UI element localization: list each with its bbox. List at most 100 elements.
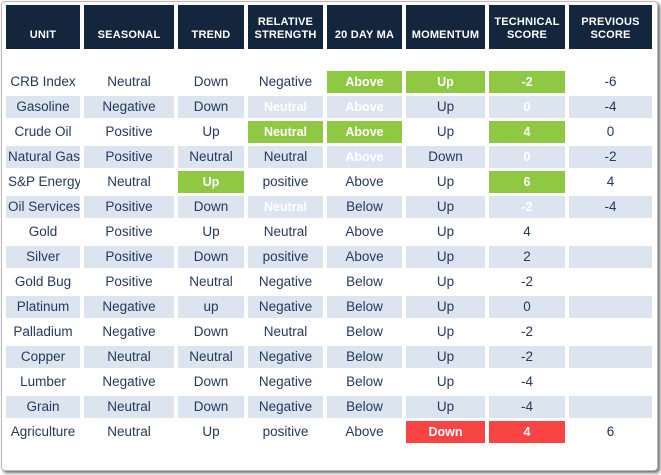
table-cell-momentum: Up	[406, 396, 485, 418]
table-cell-seasonal: Negative	[102, 324, 156, 339]
table-cell-seasonal: Negative	[84, 96, 174, 118]
table-row-crude-oil: Crude Oil Positive Up Neutral Above Up 4 0	[6, 121, 652, 143]
table-cell-momentum: Up	[406, 71, 485, 93]
table-cell-relative-strength: Negative	[258, 274, 313, 289]
table-cell-20-day-ma: Below	[346, 374, 383, 389]
unit-cell: Gold	[28, 224, 58, 239]
table-cell-technical-score: 4	[523, 224, 531, 239]
table-cell-relative-strength: Negative	[248, 296, 323, 318]
table-cell-seasonal: Neutral	[84, 346, 174, 368]
table-cell-20-day-ma: Below	[346, 324, 383, 339]
table-cell-20-day-ma: Below	[346, 274, 383, 289]
spacer-cell	[489, 52, 565, 68]
table-row-platinum: Platinum Negative up Negative Below Up 0	[6, 296, 652, 318]
table-cell-momentum: Up	[436, 124, 455, 139]
table-cell-seasonal: Neutral	[107, 424, 151, 439]
table-cell-previous-score: 4	[606, 174, 615, 189]
table-cell-relative-strength: Neutral	[263, 224, 308, 239]
table-row-gold: Gold Positive Up Neutral Above Up 4	[6, 221, 652, 243]
header-cell-momentum: MOMENTUM	[406, 5, 485, 49]
unit-cell: Copper	[6, 346, 80, 368]
table-cell-technical-score: -4	[520, 374, 533, 389]
table-cell-seasonal: Negative	[102, 374, 156, 389]
table-row-silver: Silver Positive Down positive Above Up 2	[6, 246, 652, 268]
unit-cell: S&P Energy	[8, 174, 80, 189]
table-cell-momentum: Down	[406, 146, 485, 168]
table-cell-20-day-ma: Above	[345, 224, 384, 239]
table-row-oil-services: Oil Services Positive Down Neutral Below Up -2…	[6, 196, 652, 218]
table-row-natural-gas: Natural Gas Positive Neutral Neutral Above Do…	[6, 146, 652, 168]
table-cell-previous-score	[569, 371, 652, 393]
table-cell-trend: Down	[178, 246, 244, 268]
table-cell-previous-score	[569, 321, 652, 343]
spacer-cell	[406, 52, 485, 68]
table-cell-technical-score: -4	[489, 396, 565, 418]
table-cell-momentum: Down	[406, 421, 485, 443]
table-cell-previous-score: 6	[606, 424, 615, 439]
table-cell-previous-score	[569, 271, 652, 293]
table-cell-trend: Up	[202, 424, 220, 439]
table-cell-20-day-ma: Above	[345, 174, 384, 189]
unit-cell: Agriculture	[10, 424, 76, 439]
table-cell-momentum: Up	[406, 96, 485, 118]
table-cell-seasonal: Neutral	[107, 74, 151, 89]
table-cell-trend: Down	[178, 196, 244, 218]
table-cell-technical-score: -2	[489, 346, 565, 368]
table-cell-relative-strength: Negative	[258, 74, 313, 89]
table-cell-20-day-ma: Above	[327, 146, 402, 168]
table-cell-momentum: Up	[436, 174, 455, 189]
spacer-row	[6, 52, 652, 68]
table-cell-momentum: Up	[436, 374, 455, 389]
table-cell-technical-score: -2	[520, 324, 533, 339]
table-cell-trend: Neutral	[189, 274, 233, 289]
table-cell-momentum: Up	[406, 346, 485, 368]
table-cell-20-day-ma: Below	[327, 346, 402, 368]
table-cell-20-day-ma: Above	[327, 246, 402, 268]
unit-cell: Palladium	[13, 324, 73, 339]
header-cell-trend: TREND	[178, 5, 244, 49]
table-cell-trend: Up	[202, 124, 220, 139]
table-cell-trend: Down	[178, 96, 244, 118]
table-row-gold-bug: Gold Bug Positive Neutral Negative Below Up -2	[6, 271, 652, 293]
spacer-cell	[84, 52, 174, 68]
spacer-cell	[569, 52, 652, 68]
table-cell-relative-strength: positive	[262, 424, 309, 439]
table-cell-20-day-ma: Above	[327, 71, 402, 93]
table-cell-relative-strength: Neutral	[248, 121, 323, 143]
unit-cell: Lumber	[20, 374, 66, 389]
table-cell-relative-strength: Neutral	[248, 196, 323, 218]
header-cell-unit: UNIT	[6, 5, 80, 49]
table-cell-seasonal: Positive	[84, 196, 174, 218]
table-cell-momentum: Up	[436, 274, 455, 289]
table-row-crb-index: CRB Index Neutral Down Negative Above Up -2 -6	[6, 71, 652, 93]
header-cell-relative-strength: RELATIVE STRENGTH	[248, 5, 323, 49]
table-cell-previous-score	[569, 296, 652, 318]
table-cell-technical-score: 0	[489, 146, 565, 168]
unit-cell: Grain	[6, 396, 80, 418]
table-cell-trend: Down	[178, 396, 244, 418]
table-row-s-p-energy: S&P Energy Neutral Up positive Above Up 6 4	[6, 171, 652, 193]
unit-cell: Oil Services	[6, 196, 80, 218]
table-cell-previous-score	[569, 396, 652, 418]
table-cell-trend: Up	[178, 171, 244, 193]
table-cell-relative-strength: positive	[248, 246, 323, 268]
table-row-agriculture: Agriculture Neutral Up positive Above Down 4 6	[6, 421, 652, 443]
table-cell-previous-score: -2	[569, 146, 652, 168]
table-cell-seasonal: Positive	[105, 124, 153, 139]
table-cell-seasonal: Neutral	[84, 396, 174, 418]
table-row-grain: Grain Neutral Down Negative Below Up -4	[6, 396, 652, 418]
table-cell-relative-strength: Neutral	[263, 324, 308, 339]
spacer-cell	[327, 52, 402, 68]
unit-cell: Platinum	[6, 296, 80, 318]
table-cell-seasonal: Positive	[84, 246, 174, 268]
table-cell-previous-score	[569, 221, 652, 243]
table-cell-technical-score: -2	[489, 71, 565, 93]
table-cell-technical-score: 6	[489, 171, 565, 193]
table-cell-trend: Neutral	[178, 146, 244, 168]
table-cell-technical-score: -2	[520, 274, 533, 289]
table-cell-relative-strength: positive	[262, 174, 309, 189]
table-cell-seasonal: Positive	[84, 146, 174, 168]
table-cell-seasonal: Positive	[105, 224, 153, 239]
table-cell-technical-score: 0	[489, 296, 565, 318]
